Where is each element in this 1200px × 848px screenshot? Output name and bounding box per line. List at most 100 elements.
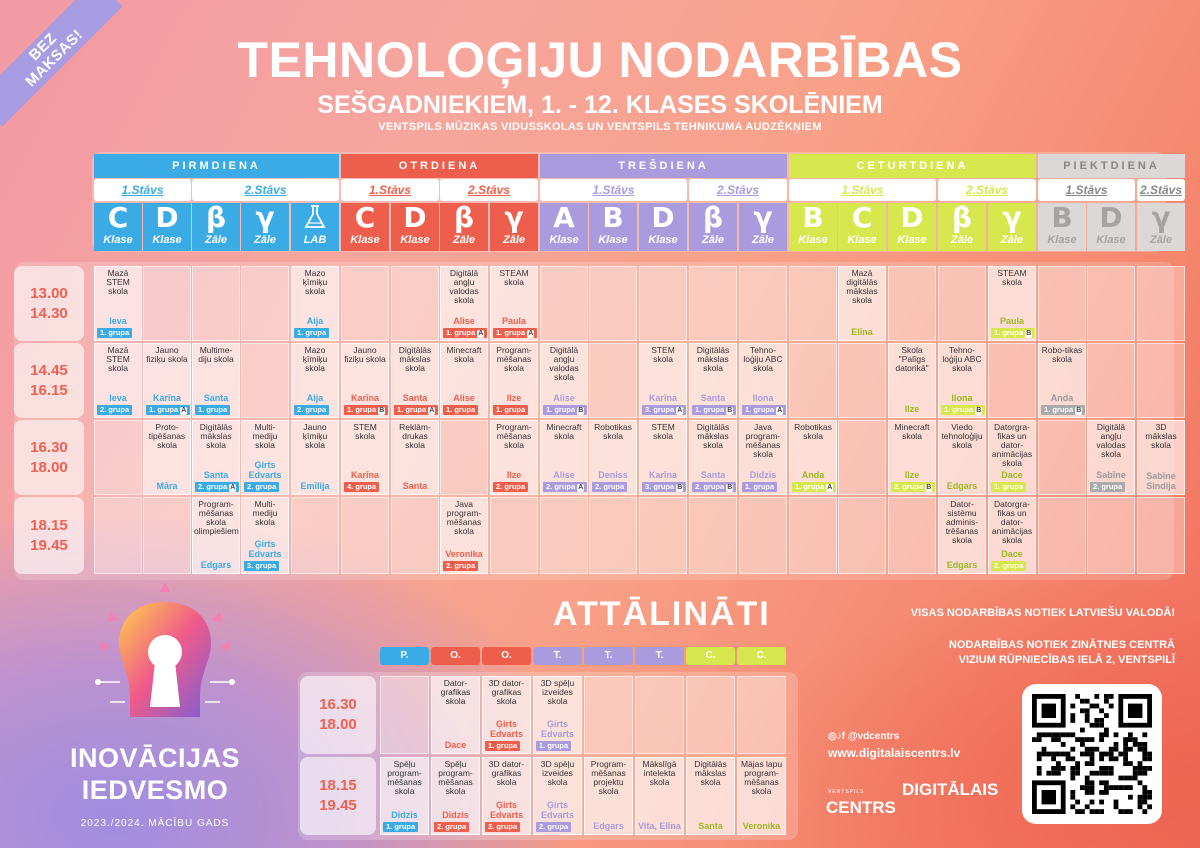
class-entry[interactable]: Jauno fiziķu skola Karīna 1. grupa A (143, 343, 191, 418)
class-entry[interactable]: Robotikas skola Deniss 2. grupa (589, 420, 637, 495)
class-entry[interactable]: Dator-grafikas skola Dace (431, 676, 480, 754)
class-entry[interactable]: Skola "Palīgs datorikā" Ilze (888, 343, 936, 418)
class-entry[interactable]: Mājas lapu program-mēšanas skola Veronika (737, 757, 786, 835)
class-entry[interactable]: Mazā digitālās mākslas skola Elīna (838, 266, 886, 341)
room-letter (291, 203, 339, 233)
class-entry[interactable]: Digitālā angļu valodas skola Alise 1. grup… (440, 266, 488, 341)
class-entry[interactable]: Mazo ķīmiķu skola Aija 1. grupa (291, 266, 339, 341)
group-badge: 1. grupa (383, 822, 419, 832)
class-entry[interactable]: Digitālās mākslas skola Santa 1. grupa B (689, 343, 737, 418)
class-entry[interactable]: Digitālās mākslas skola Santa 2. grupa A (192, 420, 240, 495)
teacher-name: Edgars (946, 481, 978, 491)
class-entry[interactable]: Tehno-loģiju ABC skola Ilona 1. grupa B (938, 343, 986, 418)
group-badge: 2. grupa A (543, 482, 587, 492)
class-entry[interactable]: Datorgra-fikas un dator-animācijas skola… (988, 420, 1036, 495)
group-badge: 3. grupa A (642, 405, 686, 415)
group-badge: 2. grupa (536, 822, 572, 832)
teacher-name: Santa (700, 470, 726, 480)
website-link[interactable]: www.digitalaiscentrs.lv (828, 746, 961, 760)
class-entry[interactable]: 3D dator-grafikas skola Ģirts Edvarts 1. g… (482, 676, 531, 754)
class-entry[interactable]: Jauno ķīmiķu skola Emīlija (291, 420, 339, 495)
class-entry[interactable]: STEM skola Karīna 3. grupa A (639, 343, 687, 418)
remote-slot (584, 676, 633, 754)
class-entry[interactable]: Mazā STEM skola Ieva 2. grupa (94, 343, 142, 418)
group-badge: 1. grupa A (394, 405, 438, 415)
class-entry[interactable]: STEM skola Karīna 4. grupa (341, 420, 389, 495)
group-badge: 2. grupa (991, 561, 1027, 571)
class-entry[interactable]: 3D mākslas skola Sabīne Sindija (1137, 420, 1185, 495)
class-entry[interactable]: Minecraft skola Alise 2. grupa A (540, 420, 588, 495)
class-entry[interactable]: Multi-mediju skola Ģirts Edvarts 3. grupa (241, 497, 289, 574)
schedule-slot (391, 497, 439, 574)
class-entry[interactable]: Proto-tipēšanas skola Māra (143, 420, 191, 495)
group-sub-badge: B (925, 484, 933, 492)
group-label: 1. grupa (149, 405, 179, 414)
class-entry[interactable]: Digitālās mākslas skola Santa (686, 757, 735, 835)
class-entry[interactable]: Mazā STEM skola Ieva 1. grupa (94, 266, 142, 341)
class-entry[interactable]: Viedo tehnoloģiju skola Edgars (938, 420, 986, 495)
class-entry[interactable]: Mazo ķīmiķu skola Aija 2. grupa (291, 343, 339, 418)
class-entry[interactable]: Jauno fiziķu skola Karīna 1. grupa B (341, 343, 389, 418)
teacher-name: Ilze (506, 393, 522, 403)
class-entry[interactable]: Datorgra-fikas un dator-animācijas skola… (988, 497, 1036, 574)
class-entry[interactable]: Mākslīgā intelekta skola Vita, Elīna (635, 757, 684, 835)
class-entry[interactable]: Reklām-drukas skola Santa (391, 420, 439, 495)
class-entry[interactable]: Program-mēšanas skola olimpiešiem Edgars (192, 497, 240, 574)
class-entry[interactable]: Robotikas skola Anda 1. grupa A (789, 420, 837, 495)
class-entry[interactable]: Minecraft skola Alise 1. grupa (440, 343, 488, 418)
group-badge: 1. grupa A (792, 482, 836, 492)
class-entry[interactable]: Program-mēšanas projektu skola Edgars (584, 757, 633, 835)
class-title: Viedo tehnoloģiju skola (941, 422, 983, 450)
class-entry[interactable]: Robo-tikas skola Anda 1. grupa B (1038, 343, 1086, 418)
schedule-slot (689, 497, 737, 574)
floor-label-9: 1.Stāvs (1038, 179, 1135, 201)
group-label: 1. grupa (546, 405, 576, 414)
class-entry[interactable]: Java program-mēšanas skola Didzis 1. grupa (739, 420, 787, 495)
remote-day-6: T. (635, 647, 684, 665)
class-entry[interactable]: 3D dator-grafikas skola Ģirts Edvarts 2. g… (482, 757, 531, 835)
group-label: 2. grupa (446, 561, 476, 570)
schedule-slot (143, 266, 191, 341)
schedule-slot (94, 420, 142, 495)
class-entry[interactable]: Spēļu program-mēšanas skola Didzis 1. grup… (380, 757, 429, 835)
class-entry[interactable]: Program-mēšanas skola Ilze 2. grupa (490, 420, 538, 495)
class-entry[interactable]: STEM skola Karīna 3. grupa B (639, 420, 687, 495)
class-entry[interactable]: Digitālā angļu valodas skola Sabīne 2. gru… (1087, 420, 1135, 495)
class-entry[interactable]: Program-mēšanas skola Ilze 1. grupa (490, 343, 538, 418)
class-entry[interactable]: Multi-mediju skola Ģirts Edvarts 2. grupa (241, 420, 289, 495)
group-sub-badge: B (726, 484, 734, 492)
group-sub-badge: A (776, 407, 784, 415)
room-2: D Klase (143, 203, 191, 251)
class-title: Spēļu program-mēšanas skola (387, 759, 422, 796)
group-label: 2. grupa (488, 822, 518, 831)
group-label: 1. grupa (944, 405, 974, 414)
class-entry[interactable]: STEAM skola Paula 1. grupa B (988, 266, 1036, 341)
class-entry[interactable]: Multime-diju skola Santa 1. grupa (192, 343, 240, 418)
group-label: 1. grupa (397, 405, 427, 414)
teacher-name: Ilze (904, 470, 920, 480)
room-9: γ Zāle (490, 203, 538, 251)
class-entry[interactable]: Minecraft skola Ilze 2. grupa B (888, 420, 936, 495)
group-label: 2. grupa (894, 482, 924, 491)
qr-code[interactable] (1022, 684, 1162, 824)
class-entry[interactable]: Java program-mēšanas skola Veronika 2. gru… (440, 497, 488, 574)
class-entry[interactable]: 3D spēļu izveides skola Ģirts Edvarts 1. g… (533, 676, 582, 754)
dc-logo-main2: CENTRS (826, 798, 896, 817)
room-letter: γ (753, 201, 773, 234)
class-entry[interactable]: Spēļu program-mēšanas skola Didzis 2. grup… (431, 757, 480, 835)
class-entry[interactable]: Dator-sistēmu adminis-trēšanas skola Edga… (938, 497, 986, 574)
group-label: 2. grupa (100, 405, 130, 414)
time-value: 18.15 (319, 777, 357, 794)
room-type: Zāle (950, 234, 973, 246)
room-12: D Klase (639, 203, 687, 251)
class-entry[interactable]: Digitālā angļu valodas skola Alise 1. grup… (540, 343, 588, 418)
class-entry[interactable]: STEAM skola Paula 1. grupa A (490, 266, 538, 341)
class-entry[interactable]: Tehno-loģiju ABC skola Ilona 1. grupa A (739, 343, 787, 418)
class-entry[interactable]: Digitālās mākslas skola Santa 1. grupa A (391, 343, 439, 418)
teacher-name: Veronika (445, 549, 483, 559)
room-15: B Klase (789, 203, 837, 251)
social-handle[interactable]: ◎♪f @vdcentrs (828, 731, 900, 742)
class-entry[interactable]: 3D spēļu izveides skola Ģirts Edvarts 2. g… (533, 757, 582, 835)
qr-code-pattern (1032, 694, 1152, 814)
class-entry[interactable]: Digitālās mākslas skola Santa 2. grupa B (689, 420, 737, 495)
